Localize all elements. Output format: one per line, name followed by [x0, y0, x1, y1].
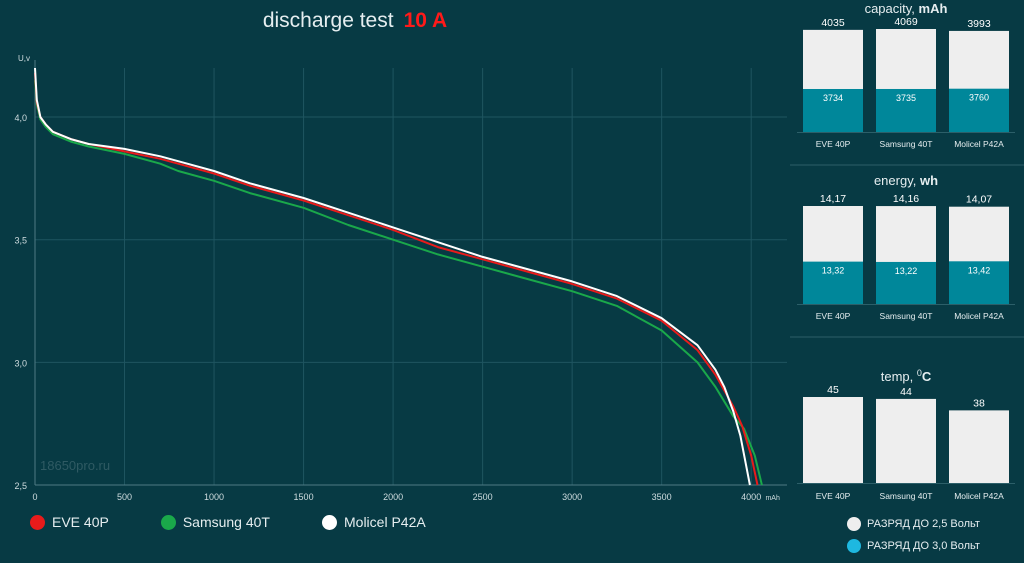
energy-title-text: energy,: [874, 173, 920, 188]
capacity-category-label: Molicel P42A: [954, 139, 1004, 149]
x-tick-label: 1500: [294, 492, 314, 502]
bar-panels: capacity, mAh 4035 3734 EVE 40P 4069 3735 Sams…: [797, 1, 1015, 501]
legend-item-molicel: Molicel P42A: [322, 514, 426, 530]
capacity-value-label: 4035: [821, 17, 845, 29]
capacity-category-label: EVE 40P: [816, 139, 851, 149]
legend-label-samsung: Samsung 40T: [182, 514, 270, 530]
energy-category-label: Samsung 40T: [880, 311, 933, 321]
temp-category-label: Samsung 40T: [880, 491, 933, 501]
temp-title-text: temp,: [881, 369, 917, 384]
capacity-bar-cutoff: [803, 88, 863, 132]
cutoff-dot-25: [847, 517, 861, 531]
energy-bar-cutoff: [803, 261, 863, 304]
legend-label-eve: EVE 40P: [52, 514, 109, 530]
cutoff-label-30: РАЗРЯД ДО 3,0 Вольт: [867, 540, 980, 552]
temp-bar-full: [949, 410, 1009, 483]
energy-panel-title: energy, wh: [874, 173, 938, 188]
capacity-category-label: Samsung 40T: [880, 139, 933, 149]
legend-dot-molicel: [322, 514, 337, 530]
cutoff-dot-30: [847, 539, 861, 553]
temp-title-sup: 0: [917, 368, 922, 378]
chart-title: discharge test 10 A: [263, 9, 447, 32]
y-tick-label: 3,5: [14, 236, 27, 246]
y-tick-label: 4,0: [14, 113, 27, 123]
series-legend: EVE 40P Samsung 40T Molicel P42A: [30, 514, 478, 530]
energy-title-unit: wh: [919, 173, 938, 188]
energy-cutoff-label: 13,22: [895, 266, 918, 276]
temp-bar-full: [876, 398, 936, 483]
series-line-eve-40p: [34, 72, 759, 486]
energy-category-label: Molicel P42A: [954, 311, 1004, 321]
temp-category-label: Molicel P42A: [954, 491, 1004, 501]
x-tick-label: 500: [117, 492, 132, 502]
capacity-panel-title: capacity, mAh: [865, 1, 948, 16]
y-axis-label: U,v: [18, 54, 30, 63]
temp-panel: temp, 0C 45 EVE 40P 44 Samsung 40T 38 Molicel …: [797, 368, 1015, 501]
temp-bar-full: [803, 397, 863, 483]
series-line-molicel-p42a: [34, 67, 751, 486]
legend-item-eve: EVE 40P: [30, 514, 109, 530]
cutoff-label-25: РАЗРЯД ДО 2,5 Вольт: [867, 518, 980, 530]
legend-item-samsung: Samsung 40T: [160, 514, 270, 530]
capacity-bar-cutoff: [949, 88, 1009, 132]
x-tick-label: 2500: [473, 492, 493, 502]
legend-label-molicel: Molicel P42A: [344, 514, 426, 530]
capacity-cutoff-label: 3734: [823, 93, 843, 103]
energy-value-label: 14,17: [820, 193, 846, 205]
x-axis-unit-label: mAh: [765, 495, 780, 502]
energy-value-label: 14,16: [893, 193, 919, 205]
energy-bar-cutoff: [949, 261, 1009, 304]
temp-value-label: 38: [973, 397, 985, 409]
legend-dot-eve: [30, 514, 45, 530]
cutoff-legend-item-30: РАЗРЯД ДО 3,0 Вольт: [847, 535, 980, 557]
series-line-samsung-40t: [34, 80, 763, 486]
x-tick-label: 3000: [562, 492, 582, 502]
capacity-title-text: capacity,: [865, 1, 919, 16]
x-tick-label: 0: [32, 492, 37, 502]
line-chart-grid: [35, 68, 787, 486]
energy-bar-cutoff: [876, 261, 936, 304]
energy-cutoff-label: 13,42: [968, 265, 991, 275]
line-chart-axes: 0 500 1000 1500 2000 2500 3000 3500 4000 2,5 3,0 3,…: [14, 54, 787, 502]
legend-dot-samsung: [160, 514, 176, 530]
line-chart-series: [34, 67, 763, 486]
temp-category-label: EVE 40P: [816, 491, 851, 501]
capacity-bar-cutoff: [876, 88, 936, 132]
capacity-value-label: 4069: [894, 16, 918, 28]
y-tick-label: 2,5: [14, 481, 27, 491]
cutoff-legend-item-25: РАЗРЯД ДО 2,5 Вольт: [847, 513, 980, 535]
energy-category-label: EVE 40P: [816, 311, 851, 321]
x-tick-label: 3500: [652, 492, 672, 502]
cutoff-legend: РАЗРЯД ДО 2,5 Вольт РАЗРЯД ДО 3,0 Вольт: [847, 513, 980, 557]
energy-value-label: 14,07: [966, 194, 992, 206]
temp-title-unit: C: [922, 369, 932, 384]
y-tick-label: 3,0: [14, 358, 27, 368]
x-tick-label: 4000: [741, 492, 761, 502]
energy-cutoff-label: 13,32: [822, 266, 845, 276]
x-tick-label: 2000: [383, 492, 403, 502]
temp-value-label: 44: [900, 386, 912, 398]
x-tick-label: 1000: [204, 492, 224, 502]
energy-panel: energy, wh 14,17 13,32 EVE 40P 14,16 13,22 Sam…: [797, 173, 1015, 321]
temp-panel-title: temp, 0C: [881, 368, 932, 384]
capacity-value-label: 3993: [967, 18, 991, 30]
capacity-title-unit: mAh: [919, 1, 948, 16]
capacity-panel: capacity, mAh 4035 3734 EVE 40P 4069 3735 Sams…: [797, 1, 1015, 149]
temp-value-label: 45: [827, 384, 839, 396]
capacity-cutoff-label: 3760: [969, 93, 989, 103]
watermark: 18650pro.ru: [40, 458, 111, 473]
capacity-cutoff-label: 3735: [896, 93, 916, 103]
